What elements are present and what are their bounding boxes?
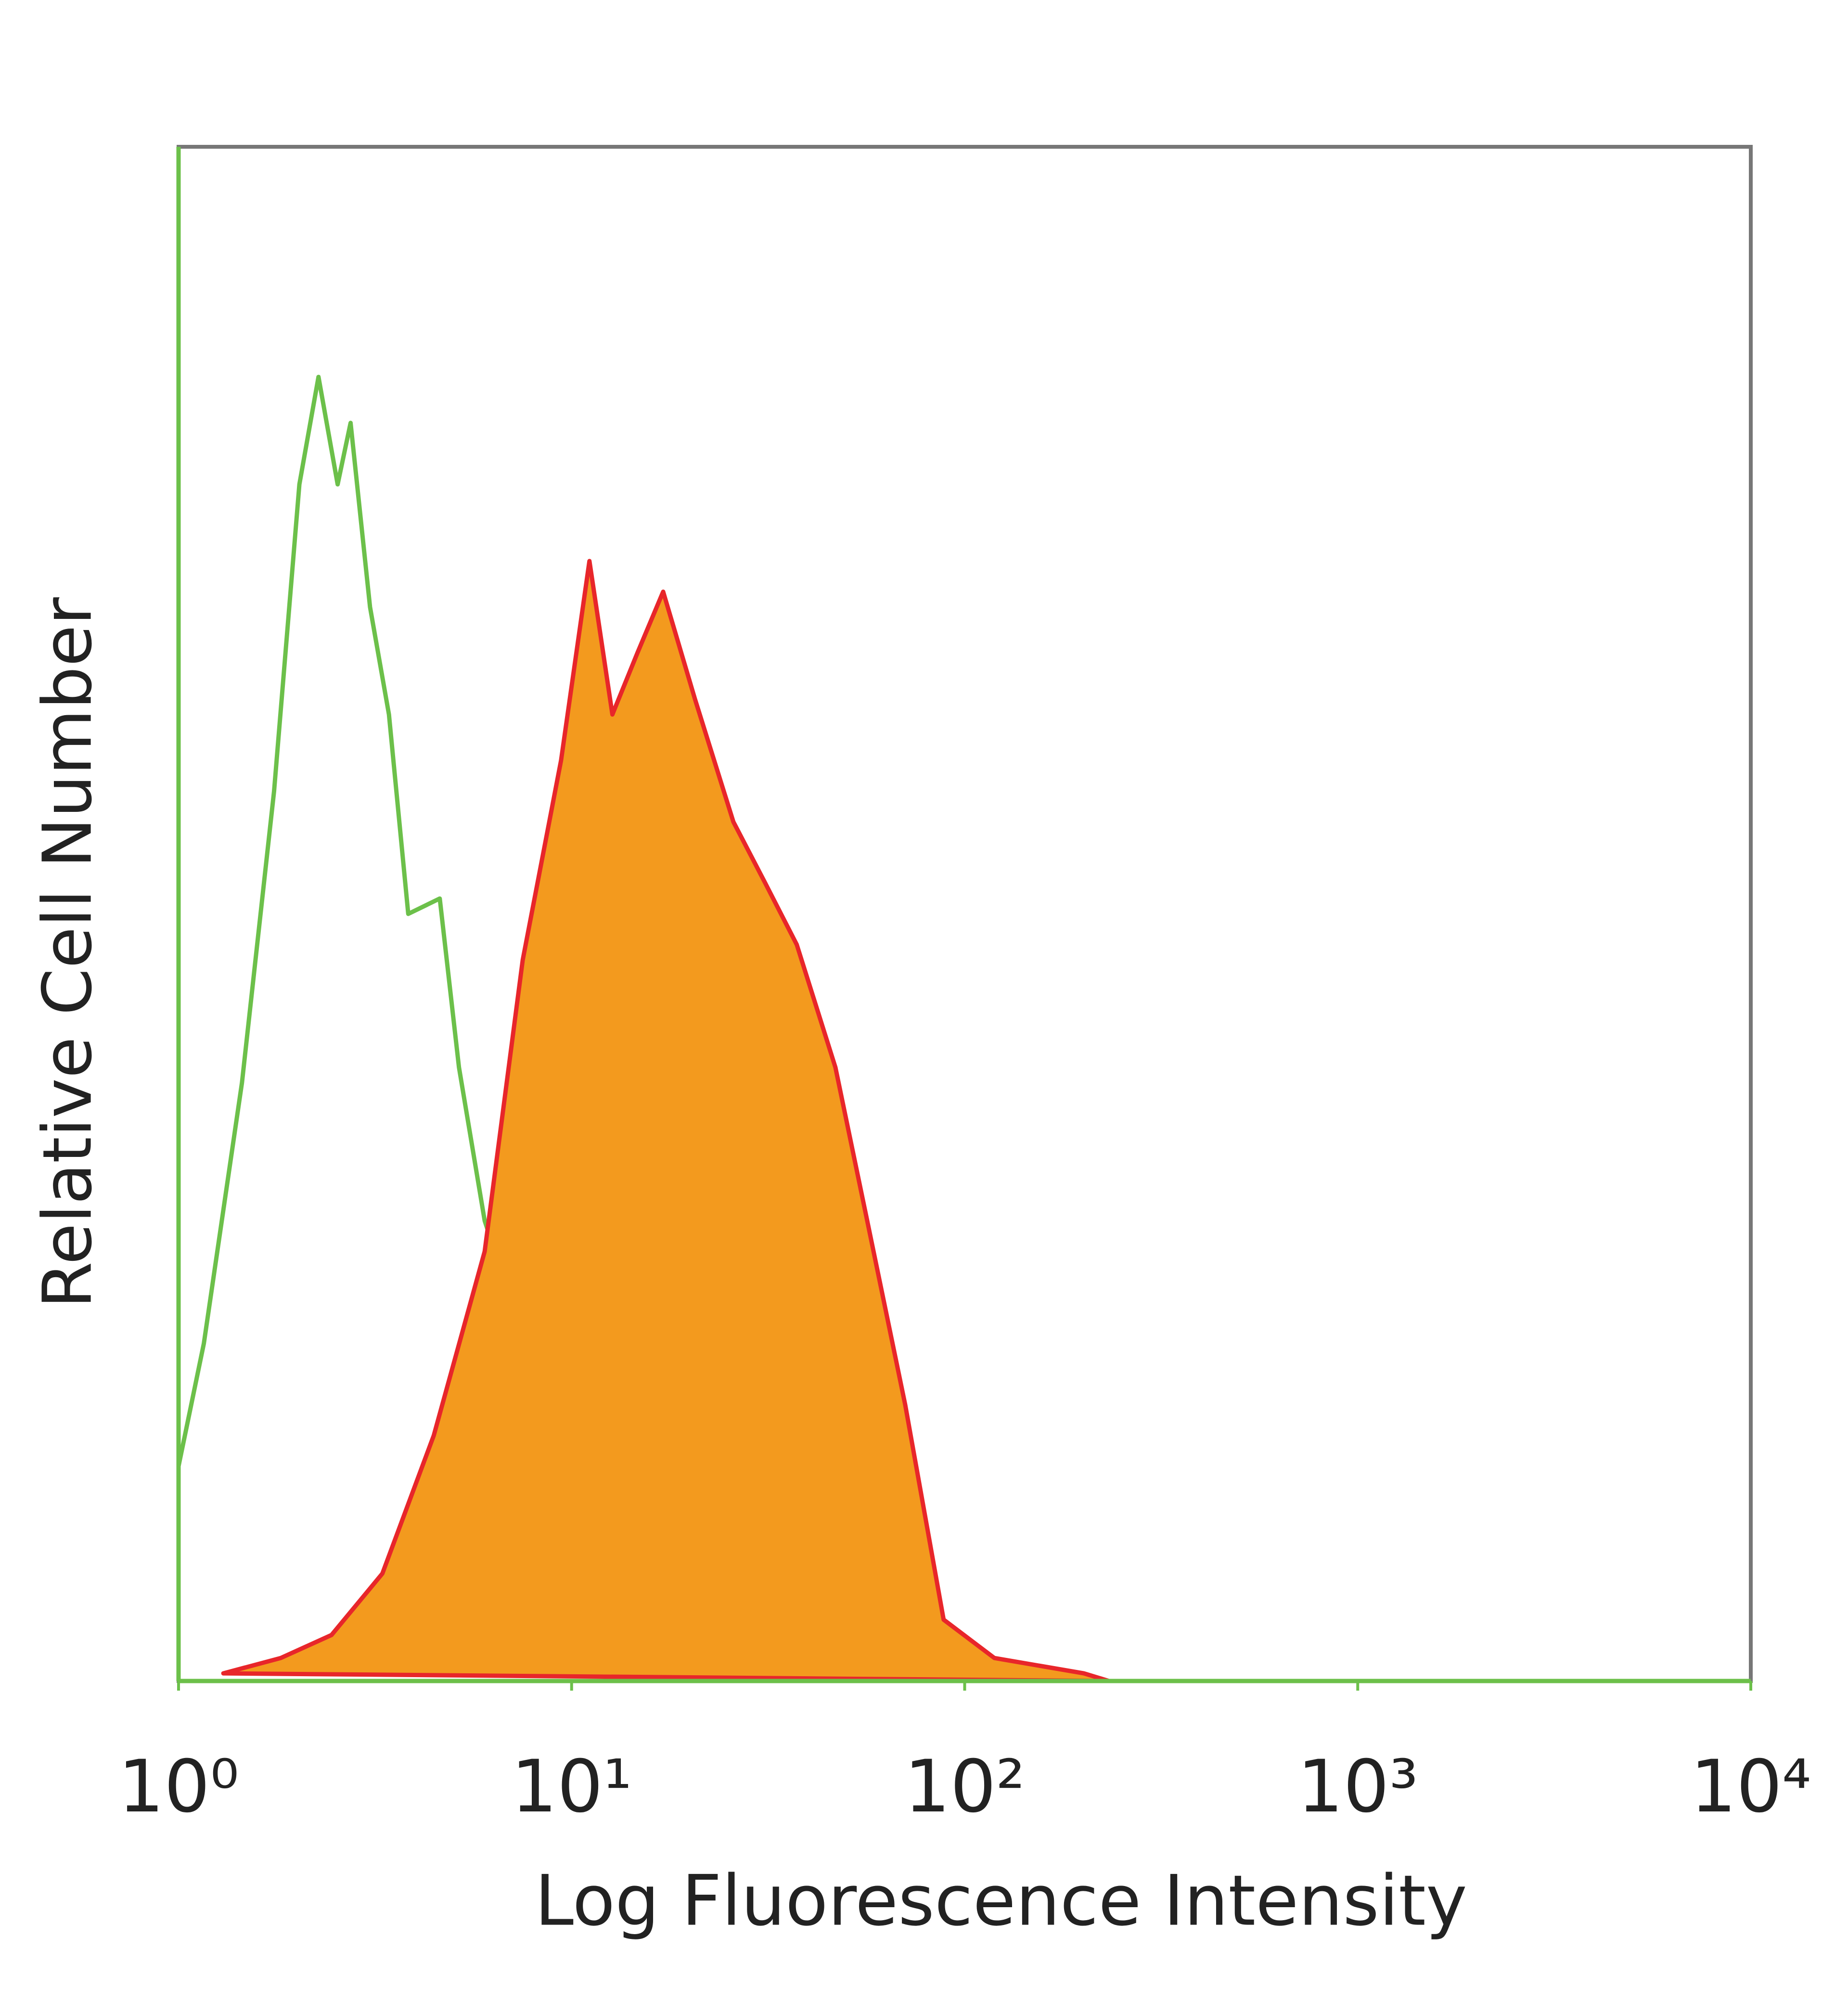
x-tick-label: 10² — [904, 1745, 1025, 1829]
x-tick-label: 10¹ — [511, 1745, 632, 1829]
x-axis-label: Log Fluorescence Intensity — [535, 1861, 1467, 1942]
x-tick-label: 10³ — [1297, 1745, 1418, 1829]
y-axis-label: Relative Cell Number — [29, 597, 107, 1309]
plot-frame — [177, 145, 1753, 1683]
filled-histogram — [221, 559, 1111, 1683]
x-tick-label: 10⁰ — [118, 1745, 239, 1829]
x-tick-label: 10⁴ — [1690, 1745, 1811, 1829]
